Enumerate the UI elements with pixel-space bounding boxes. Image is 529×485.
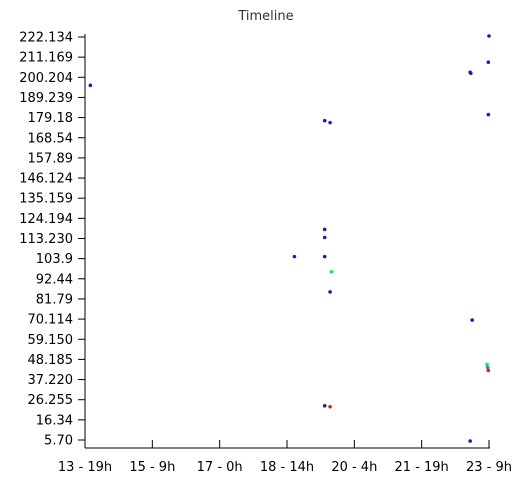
data-point <box>322 227 327 232</box>
data-point <box>469 71 473 76</box>
y-tick-label: 103.9 <box>36 252 73 267</box>
x-tick-label: 23 - 9h <box>466 460 512 475</box>
x-tick-label: 17 - 0h <box>197 460 243 475</box>
data-point <box>486 112 491 117</box>
data-point <box>322 118 327 123</box>
x-tick-label: 15 - 9h <box>129 460 175 475</box>
y-tick-label: 124.194 <box>19 212 73 227</box>
y-tick-label: 157.89 <box>28 151 74 166</box>
x-tick-label: 18 - 14h <box>260 460 314 475</box>
y-tick-label: 135.159 <box>19 192 73 207</box>
x-tick-label: 20 - 4h <box>331 460 377 475</box>
y-tick-label: 168.54 <box>28 131 74 146</box>
data-point <box>487 34 491 38</box>
data-point <box>486 60 491 64</box>
data-point <box>328 290 332 294</box>
data-point <box>322 254 327 259</box>
x-tick-label: 21 - 19h <box>395 460 449 475</box>
y-tick-label: 146.124 <box>19 172 73 187</box>
data-point <box>486 368 491 373</box>
data-point <box>328 404 332 409</box>
y-tick-label: 16.34 <box>36 413 73 428</box>
y-tick-label: 179.18 <box>28 111 74 126</box>
y-tick-label: 211.169 <box>19 51 73 66</box>
y-tick-label: 48.185 <box>28 353 74 368</box>
y-tick-label: 113.230 <box>19 232 73 247</box>
data-point <box>322 235 327 240</box>
y-tick-label: 222.134 <box>19 31 73 46</box>
data-point <box>88 83 93 88</box>
y-tick-label: 200.204 <box>19 71 73 86</box>
data-point <box>468 439 472 443</box>
x-axis-ticks: 13 - 19h 15 - 9h 17 - 0h 18 - 14h 20 - 4h 21 … <box>58 440 512 475</box>
data-point <box>292 254 297 259</box>
data-point <box>329 269 334 274</box>
y-tick-label: 92.44 <box>36 272 73 287</box>
y-tick-label: 37.220 <box>28 373 74 388</box>
y-tick-label: 5.70 <box>44 434 73 449</box>
y-tick-label: 70.114 <box>28 313 74 328</box>
y-tick-label: 26.255 <box>28 393 74 408</box>
y-tick-label: 59.150 <box>28 333 74 348</box>
data-point <box>328 120 332 125</box>
data-points <box>88 34 491 443</box>
data-point <box>485 365 490 370</box>
data-point <box>322 403 327 408</box>
data-point <box>485 362 489 367</box>
x-tick-label: 13 - 19h <box>58 460 112 475</box>
y-tick-label: 189.239 <box>19 91 73 106</box>
data-point <box>470 318 474 322</box>
y-tick-label: 81.79 <box>36 292 73 307</box>
chart-title: Timeline <box>237 9 293 24</box>
y-axis-ticks: 222.134 211.169 200.204 189.239 179.18 168.54… <box>19 31 85 449</box>
